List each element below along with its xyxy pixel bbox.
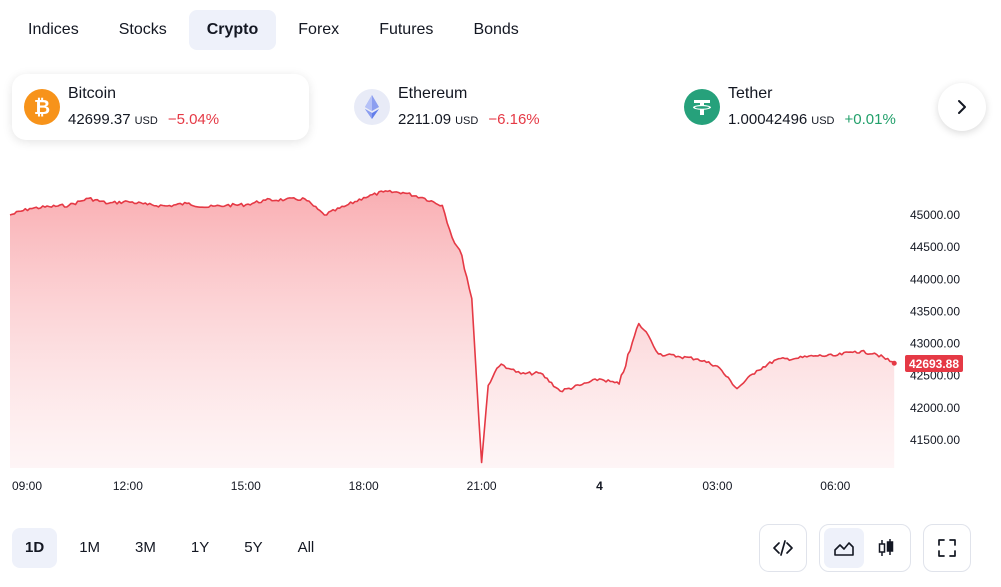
range-1d[interactable]: 1D <box>12 528 58 568</box>
y-axis-tick: 43500.00 <box>910 304 960 318</box>
next-coins-button[interactable] <box>938 83 986 131</box>
coin-currency: USD <box>455 115 479 127</box>
last-price-point <box>891 360 897 366</box>
time-range-selector: 1D 1M 3M 1Y 5Y All <box>12 528 336 568</box>
coin-card-bitcoin[interactable]: ₿ Bitcoin 42699.37 USD −5.04% <box>12 74 309 140</box>
y-axis-tick: 44000.00 <box>910 272 960 286</box>
range-3m[interactable]: 3M <box>135 539 156 556</box>
range-5y[interactable]: 5Y <box>244 539 263 556</box>
tab-indices[interactable]: Indices <box>28 21 79 38</box>
x-axis-tick: 21:00 <box>467 479 497 493</box>
coin-price: 2211.09 <box>398 111 452 128</box>
price-chart[interactable]: 45000.00 44500.00 44000.00 43500.00 43000.00… <box>0 150 1001 500</box>
candlestick-chart-button[interactable] <box>866 528 906 568</box>
y-axis-tick: 44500.00 <box>910 240 960 254</box>
coin-card-ethereum[interactable]: Ethereum 2211.09 USD −6.16% <box>342 74 639 140</box>
range-1y[interactable]: 1Y <box>190 539 210 556</box>
y-axis-tick: 43000.00 <box>910 337 960 351</box>
coin-price: 1.00042496 <box>728 111 808 128</box>
tab-crypto[interactable]: Crypto <box>188 10 277 50</box>
bitcoin-icon: ₿ <box>24 89 60 125</box>
tab-forex[interactable]: Forex <box>298 21 340 38</box>
market-tabs: Indices Stocks Crypto Forex Futures Bond… <box>10 10 541 50</box>
x-axis-tick: 4 <box>596 479 603 493</box>
price-area <box>10 190 895 468</box>
area-chart-icon <box>834 542 854 556</box>
tab-futures[interactable]: Futures <box>379 21 434 38</box>
candlestick-icon <box>878 539 894 556</box>
fullscreen-icon <box>938 539 956 557</box>
coin-change: −5.04% <box>167 111 220 128</box>
embed-button[interactable] <box>759 524 807 572</box>
code-icon <box>773 540 793 556</box>
x-axis-tick: 18:00 <box>349 479 379 493</box>
svg-text:₿: ₿ <box>34 97 50 119</box>
range-all[interactable]: All <box>297 539 315 556</box>
x-axis-tick: 06:00 <box>820 479 850 493</box>
coin-currency: USD <box>134 115 158 127</box>
coin-change: −6.16% <box>488 111 540 128</box>
x-axis-tick: 03:00 <box>702 479 732 493</box>
range-1m[interactable]: 1M <box>79 539 101 556</box>
ethereum-icon <box>354 89 390 125</box>
coin-change: +0.01% <box>844 111 896 128</box>
x-axis-tick: 15:00 <box>231 479 261 493</box>
last-price-label: 42693.88 <box>909 357 959 371</box>
coin-name: Tether <box>728 85 773 102</box>
chart-type-switch <box>819 524 911 572</box>
last-price-tag <box>905 355 963 372</box>
y-axis-tick: 42000.00 <box>910 401 960 415</box>
chevron-right-icon <box>958 100 966 114</box>
fullscreen-button[interactable] <box>923 524 971 572</box>
coin-name: Ethereum <box>398 85 468 102</box>
area-chart-button[interactable] <box>824 528 864 568</box>
coin-name: Bitcoin <box>68 85 117 102</box>
coin-card-tether[interactable]: Tether 1.00042496 USD +0.01% <box>672 74 922 140</box>
x-axis-tick: 12:00 <box>113 479 143 493</box>
y-axis-tick: 41500.00 <box>910 433 960 447</box>
tether-icon <box>684 89 720 125</box>
tab-stocks[interactable]: Stocks <box>118 21 167 38</box>
y-axis-tick: 45000.00 <box>910 208 960 222</box>
coin-currency: USD <box>811 115 835 127</box>
y-axis-tick: 42500.00 <box>910 369 960 383</box>
tab-bonds[interactable]: Bonds <box>473 21 519 38</box>
price-line <box>9 189 895 464</box>
x-axis-tick: 09:00 <box>12 479 42 493</box>
coin-price: 42699.37 <box>68 111 131 128</box>
